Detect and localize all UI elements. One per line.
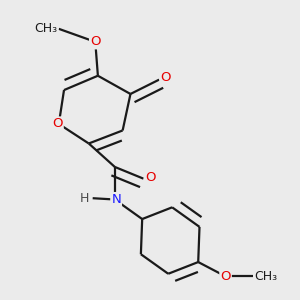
Text: O: O bbox=[220, 270, 231, 283]
Text: O: O bbox=[52, 117, 63, 130]
Text: H: H bbox=[80, 192, 89, 205]
Text: O: O bbox=[145, 171, 155, 184]
Text: CH₃: CH₃ bbox=[254, 270, 278, 283]
Text: O: O bbox=[160, 70, 171, 83]
Text: O: O bbox=[90, 35, 101, 48]
Text: CH₃: CH₃ bbox=[34, 22, 58, 35]
Text: N: N bbox=[111, 193, 121, 206]
